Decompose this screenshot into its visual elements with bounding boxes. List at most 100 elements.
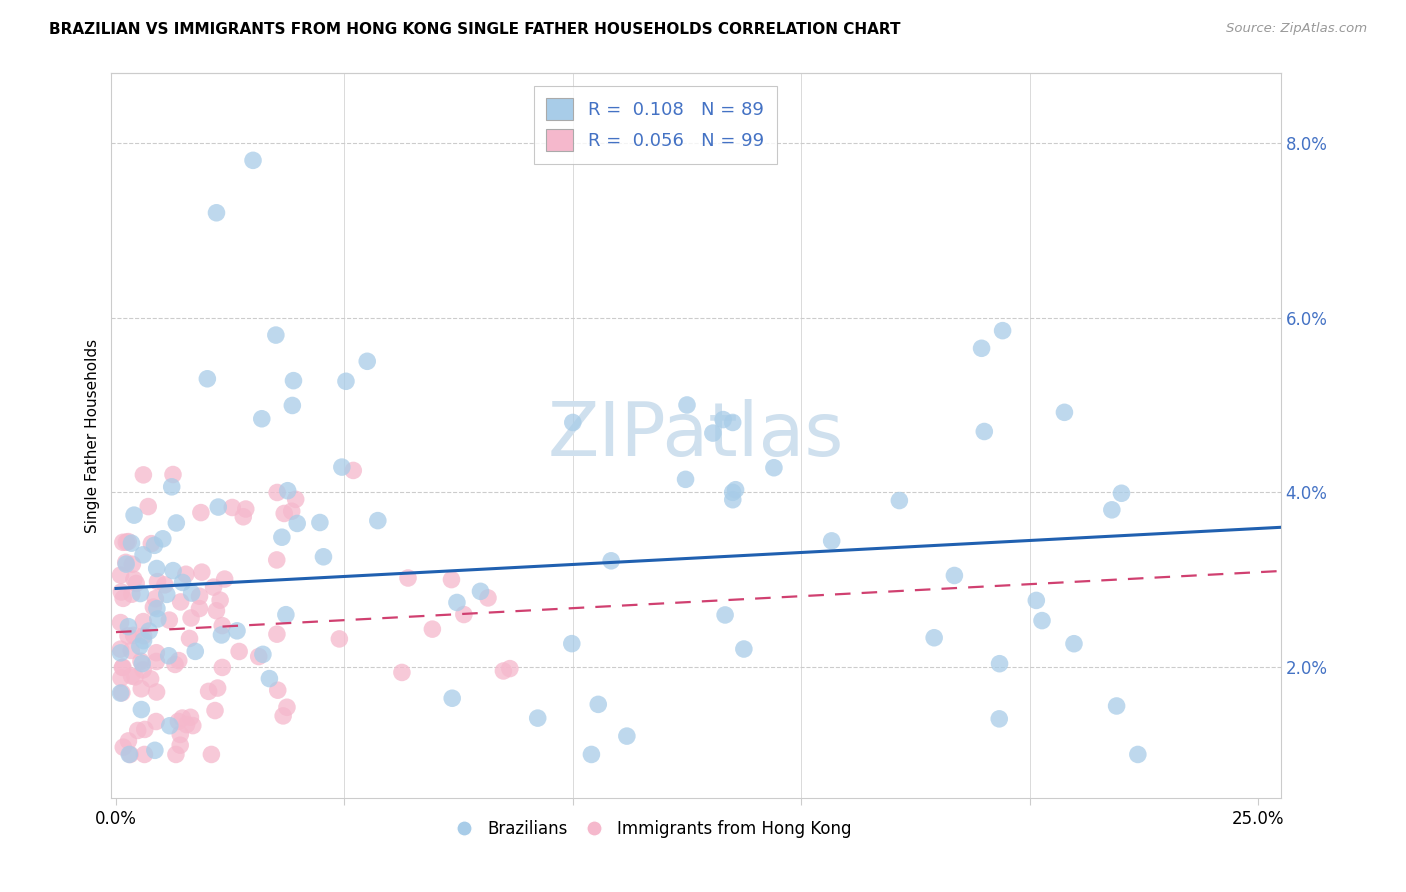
Point (1053, 405, 1076, 419)
Point (159, 719, 181, 733)
Point (492, 664, 515, 678)
Point (115, 557, 138, 571)
Point (204, 704, 226, 718)
Point (889, 493, 911, 508)
Point (143, 538, 166, 552)
Point (169, 738, 191, 752)
Point (211, 618, 233, 632)
Point (156, 587, 179, 601)
Point (115, 535, 138, 549)
Point (281, 399, 304, 413)
Point (214, 572, 236, 586)
Point (276, 700, 298, 714)
Point (1063, 637, 1085, 651)
Point (176, 717, 198, 731)
Point (600, 554, 623, 568)
Point (117, 534, 139, 549)
Point (970, 341, 993, 355)
Point (1025, 593, 1047, 607)
Point (1101, 503, 1123, 517)
Point (110, 585, 132, 599)
Point (342, 463, 364, 477)
Point (131, 657, 153, 671)
Point (146, 574, 169, 589)
Point (118, 747, 141, 762)
Point (145, 655, 167, 669)
Point (221, 500, 243, 515)
Point (132, 633, 155, 648)
Point (821, 533, 844, 548)
Point (259, 672, 281, 686)
Point (145, 685, 167, 699)
Point (157, 613, 180, 627)
Point (207, 681, 229, 695)
Point (702, 426, 724, 441)
Point (676, 398, 699, 412)
Point (165, 516, 187, 530)
Point (112, 591, 135, 606)
Point (180, 611, 202, 625)
Point (499, 662, 522, 676)
Point (762, 460, 785, 475)
Point (122, 508, 145, 523)
Point (330, 460, 353, 475)
Point (112, 740, 135, 755)
Point (714, 607, 737, 622)
Point (179, 710, 201, 724)
Point (266, 553, 288, 567)
Point (209, 593, 232, 607)
Point (125, 576, 148, 591)
Point (132, 615, 155, 629)
Point (1111, 486, 1133, 500)
Point (110, 671, 132, 685)
Point (132, 467, 155, 482)
Point (110, 615, 132, 630)
Point (117, 620, 139, 634)
Point (145, 714, 167, 729)
Point (165, 747, 187, 762)
Point (675, 472, 697, 486)
Point (1105, 698, 1128, 713)
Point (280, 504, 302, 518)
Point (114, 555, 136, 569)
Point (312, 549, 335, 564)
Point (132, 663, 155, 677)
Legend: Brazilians, Immigrants from Hong Kong: Brazilians, Immigrants from Hong Kong (440, 813, 859, 844)
Point (367, 514, 389, 528)
Point (250, 411, 273, 425)
Point (167, 714, 190, 729)
Point (422, 622, 444, 636)
Point (121, 587, 143, 601)
Point (988, 712, 1011, 726)
Point (145, 646, 167, 660)
Point (270, 530, 292, 544)
Point (228, 644, 250, 658)
Point (922, 631, 945, 645)
Point (157, 648, 180, 663)
Point (160, 480, 183, 494)
Point (274, 607, 297, 622)
Point (335, 374, 357, 388)
Point (440, 573, 463, 587)
Point (180, 586, 202, 600)
Y-axis label: Single Father Households: Single Father Households (86, 338, 100, 533)
Point (162, 467, 184, 482)
Point (110, 568, 132, 582)
Point (129, 586, 152, 600)
Point (586, 698, 609, 712)
Point (169, 727, 191, 741)
Point (724, 483, 747, 497)
Point (991, 324, 1014, 338)
Point (139, 672, 162, 686)
Point (163, 657, 186, 672)
Point (266, 627, 288, 641)
Point (134, 723, 156, 737)
Point (195, 372, 218, 386)
Point (145, 591, 167, 606)
Point (211, 660, 233, 674)
Point (328, 632, 350, 646)
Point (205, 206, 228, 220)
Point (179, 632, 201, 646)
Point (264, 328, 287, 343)
Point (124, 670, 146, 684)
